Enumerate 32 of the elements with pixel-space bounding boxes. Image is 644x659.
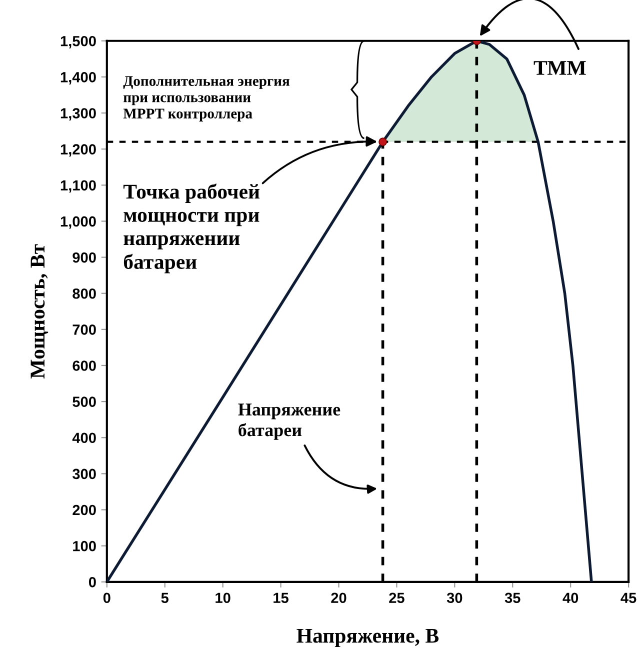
y-tick-label: 1,400 xyxy=(60,72,96,84)
y-tick-label: 1,000 xyxy=(60,216,96,229)
y-tick-label: 500 xyxy=(72,396,96,407)
y-tick-label: 1,100 xyxy=(60,180,96,193)
y-tick-label: 400 xyxy=(72,432,96,444)
annotation: Точка рабочей мощности при напряжении батареи xyxy=(123,184,260,274)
y-tick-label: 300 xyxy=(72,468,96,480)
x-tick-label: 0 xyxy=(103,592,110,604)
annotation: Напряжение батареи xyxy=(238,404,340,440)
y-tick-label: 1,200 xyxy=(60,144,96,157)
y-tick-label: 800 xyxy=(72,288,96,299)
y-tick-label: 900 xyxy=(72,252,96,263)
x-tick-label: 25 xyxy=(389,592,404,604)
y-tick-label: 100 xyxy=(73,540,96,552)
x-tick-label: 35 xyxy=(504,592,520,604)
x-tick-label: 10 xyxy=(216,592,230,604)
y-axis-title: Мощность, Вт xyxy=(30,244,48,378)
y-tick-label: 700 xyxy=(72,324,96,335)
annotation: Дополнительная энергия при использовании MPPT контроллера xyxy=(123,76,290,122)
y-tick-label: 600 xyxy=(72,360,96,371)
y-tick-label: 1,300 xyxy=(60,108,96,121)
y-tick-label: 1,500 xyxy=(60,36,96,48)
x-tick-label: 40 xyxy=(562,592,578,604)
y-tick-label: 200 xyxy=(72,504,96,516)
x-tick-label: 30 xyxy=(446,592,462,604)
x-tick-label: 45 xyxy=(620,592,636,604)
x-axis-title: Напряжение, В xyxy=(296,628,439,648)
annotation: ТММ xyxy=(534,61,586,75)
y-tick-label: 0 xyxy=(88,577,96,588)
x-tick-label: 15 xyxy=(274,592,288,604)
x-tick-label: 20 xyxy=(331,592,346,604)
x-tick-label: 5 xyxy=(161,592,169,604)
